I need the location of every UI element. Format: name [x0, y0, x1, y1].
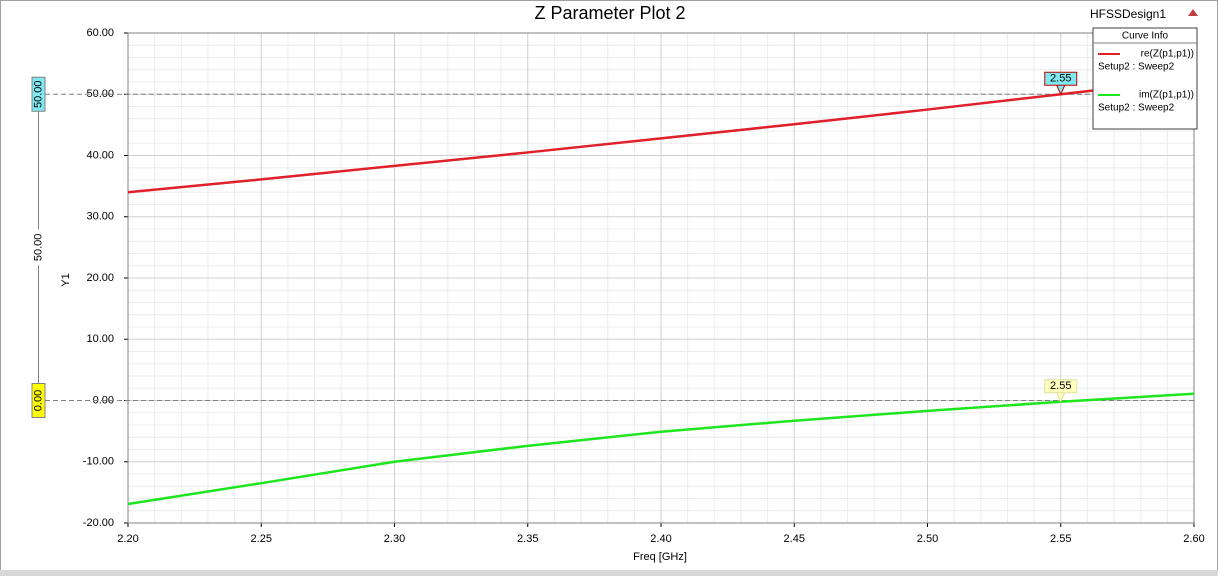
legend-label: im(Z(p1,p1)) [1139, 90, 1194, 101]
legend-setup: Setup2 : Sweep2 [1098, 103, 1175, 114]
y-tick-label: 60.00 [86, 27, 114, 39]
marker-label: 50.00 [32, 80, 44, 108]
x-tick-label: 2.45 [784, 533, 805, 545]
y-tick-label: 40.00 [86, 149, 114, 161]
design-icon [1188, 9, 1198, 16]
x-tick-label: 2.55 [1050, 533, 1071, 545]
x-tick-label: 2.40 [650, 533, 671, 545]
design-name: HFSSDesign1 [1090, 7, 1166, 21]
marker-box [1044, 379, 1078, 394]
y-tick-label: 30.00 [86, 211, 114, 223]
marker-label: 2.55 [1050, 380, 1071, 392]
y-tick-label: -20.00 [83, 517, 114, 529]
y-tick-label: 10.00 [86, 333, 114, 345]
marker-label: 2.55 [1050, 73, 1071, 85]
x-tick-label: 2.25 [251, 533, 272, 545]
legend-box [1092, 27, 1198, 130]
marker-label: 0.00 [32, 390, 44, 411]
x-tick-label: 2.35 [517, 533, 538, 545]
marker-pointer [1056, 392, 1066, 403]
x-tick-label: 2.30 [384, 533, 405, 545]
legend-label: re(Z(p1,p1)) [1141, 49, 1194, 60]
y-tick-label: -10.00 [83, 456, 114, 468]
bottom-strip [0, 570, 1218, 576]
y-tick-label: 20.00 [86, 272, 114, 284]
series-line [127, 77, 1195, 194]
marker-pointer [1056, 85, 1066, 96]
y-axis-label: Y1 [60, 273, 72, 286]
chart-title: Z Parameter Plot 2 [534, 3, 685, 23]
x-tick-label: 2.20 [117, 533, 138, 545]
marker-delta-label: 50.00 [32, 234, 44, 262]
legend-title: Curve Info [1122, 31, 1169, 42]
marker-box [1044, 71, 1078, 86]
marker-delta-bg [32, 229, 45, 266]
y-tick-label: 50.00 [86, 88, 114, 100]
x-tick-label: 2.60 [1183, 533, 1204, 545]
x-axis-label: Freq [GHz] [633, 551, 687, 563]
series-line [127, 392, 1195, 506]
legend-setup: Setup2 : Sweep2 [1098, 62, 1175, 73]
plot-frame [127, 32, 1195, 524]
x-tick-label: 2.50 [917, 533, 938, 545]
